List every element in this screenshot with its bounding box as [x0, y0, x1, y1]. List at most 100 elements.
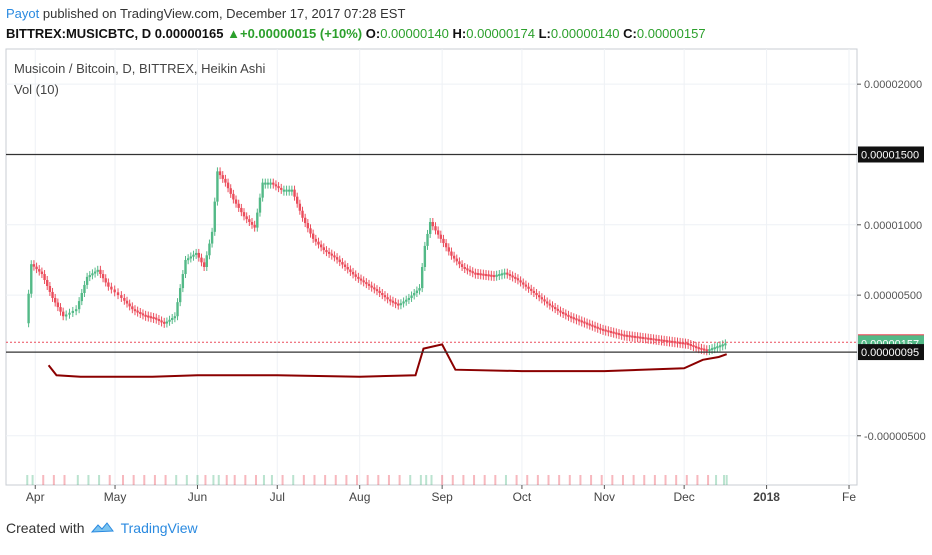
candle	[689, 344, 692, 347]
candle	[85, 276, 89, 285]
candle	[399, 303, 403, 306]
candle	[647, 337, 650, 340]
candle	[583, 321, 586, 324]
candle	[535, 293, 538, 296]
high-value: 0.00000174	[466, 26, 535, 41]
candle	[601, 328, 605, 331]
tradingview-logo-icon	[90, 522, 114, 533]
candle	[625, 334, 629, 337]
price-label-text: 0.00000095	[861, 347, 919, 359]
candle	[649, 338, 653, 341]
candle	[80, 293, 83, 302]
publish-text: published on TradingView.com, December 1…	[39, 6, 406, 21]
candle	[149, 316, 153, 319]
candle	[420, 267, 424, 289]
candle	[577, 319, 581, 322]
candle	[452, 255, 456, 259]
candle	[218, 171, 222, 176]
candle	[35, 266, 38, 270]
volume-bar	[579, 475, 582, 485]
volume-bar	[643, 475, 646, 485]
x-tick-label: Nov	[594, 490, 615, 504]
candle	[633, 335, 637, 338]
candle	[455, 258, 458, 262]
candle	[131, 306, 134, 310]
volume-bar	[233, 475, 236, 485]
volume-bar	[685, 475, 688, 485]
volume-bar	[270, 475, 273, 485]
candle	[724, 343, 727, 346]
candle	[136, 310, 139, 313]
volume-bar	[526, 475, 529, 485]
candle	[431, 221, 435, 227]
volume-bar	[324, 475, 327, 485]
candle	[609, 330, 613, 333]
candle	[678, 341, 682, 344]
candle	[684, 342, 687, 345]
volume-bar	[98, 475, 101, 485]
candle	[274, 184, 278, 187]
created-with: Created with	[6, 520, 85, 536]
volume-bar	[494, 475, 497, 485]
candle	[74, 309, 78, 312]
candle	[277, 186, 280, 189]
candle	[681, 342, 685, 345]
candle	[165, 321, 169, 324]
y-tick-label: 0.00000500	[864, 290, 922, 302]
author-link[interactable]: Payot	[6, 6, 40, 21]
candle	[43, 274, 46, 281]
candle	[59, 307, 62, 312]
candle	[298, 203, 302, 211]
candle	[514, 276, 517, 279]
axes: 0.00002000 0.00001000 0.00000500 -0.0000050…	[26, 79, 926, 504]
volume-bar	[419, 475, 422, 485]
volume-bar	[536, 475, 539, 485]
candle	[553, 307, 557, 310]
candle	[718, 345, 722, 348]
candle	[705, 349, 708, 352]
candle	[173, 316, 177, 319]
candle	[346, 267, 349, 270]
volume-legend: Vol (10)	[14, 82, 59, 97]
candle	[133, 309, 137, 312]
volume-bar	[52, 475, 55, 485]
candle	[208, 243, 211, 256]
change: +0.00000015 (+10%)	[239, 26, 363, 41]
volume-bar	[108, 475, 111, 485]
candle	[428, 221, 432, 234]
candle	[258, 197, 262, 213]
candle	[186, 258, 190, 261]
x-tick-label: Jul	[270, 490, 285, 504]
volume-bar	[725, 475, 728, 485]
candle	[189, 256, 193, 259]
candle	[561, 312, 565, 315]
tradingview-link[interactable]: TradingView	[120, 520, 198, 536]
candle	[413, 293, 416, 296]
candle	[660, 339, 663, 342]
volume-bar	[175, 475, 178, 485]
candle	[338, 259, 341, 263]
candle	[585, 322, 589, 325]
x-tick-label: Dec	[673, 490, 694, 504]
candle	[56, 302, 60, 308]
candle	[325, 250, 328, 253]
candle	[354, 274, 357, 277]
candle	[511, 275, 514, 278]
x-tick-label: May	[104, 490, 127, 504]
volume-bar	[707, 475, 710, 485]
candle	[288, 189, 291, 192]
candle	[139, 312, 142, 315]
candle	[655, 338, 658, 341]
candle	[309, 228, 312, 234]
volume-bar	[653, 475, 656, 485]
candle	[556, 308, 560, 311]
candle	[181, 274, 185, 289]
footer: Created with TradingView	[6, 520, 198, 536]
volume-bar	[196, 475, 199, 485]
candle	[157, 319, 161, 322]
price-label-bg	[858, 146, 924, 163]
candle	[716, 346, 719, 349]
